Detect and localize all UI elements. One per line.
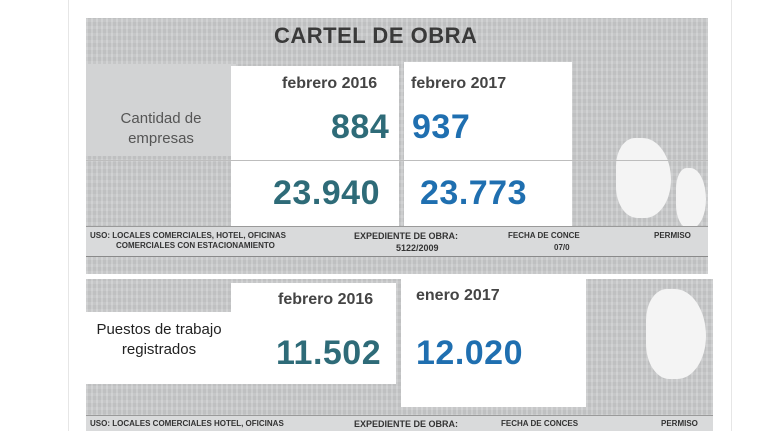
bottom-permit-strip: USO: LOCALES COMERCIALES HOTEL, OFICINAS… — [86, 415, 713, 431]
strip-bottom-rule — [86, 256, 708, 257]
fecha-text: FECHA DE CONCES — [501, 419, 579, 428]
jobs-2017-value: 12.020 — [416, 334, 523, 372]
col2-header-panel — [404, 62, 572, 96]
bottom-col1-date: febrero 2016 — [278, 291, 374, 308]
permiso-text: PERMISO — [661, 419, 698, 428]
top-sign-board: CARTEL DE OBRA Cantidad de empresas febr… — [86, 18, 708, 274]
top-col2-date: febrero 2017 — [411, 75, 507, 92]
expediente-number: 5122/2009 — [396, 243, 439, 253]
paint-blot — [676, 168, 706, 228]
expediente-text: EXPEDIENTE DE OBRA: — [354, 419, 459, 429]
jobs-2016-value: 11.502 — [276, 334, 382, 372]
label-panel — [86, 312, 233, 384]
expediente-text: EXPEDIENTE DE OBRA: — [354, 231, 459, 241]
top-permit-strip: USO: LOCALES COMERCIALES, HOTEL, OFICINA… — [86, 226, 708, 256]
bottom-sign-board: Puestos de trabajo registrados febrero 2… — [86, 279, 713, 431]
paint-blot — [646, 289, 706, 379]
use-text: USO: LOCALES COMERCIALES HOTEL, OFICINAS — [90, 419, 284, 428]
row-divider — [86, 160, 708, 161]
col1-panel — [231, 66, 399, 226]
permiso-text: PERMISO — [654, 231, 691, 240]
companies-2017-value: 937 — [412, 108, 471, 146]
left-frame-line — [68, 0, 69, 431]
col1-panel — [231, 283, 396, 384]
fecha-number: 07/0 — [554, 243, 570, 252]
jobs-label: Puestos de trabajo registrados — [96, 321, 222, 358]
count-2016-value: 23.940 — [273, 174, 380, 212]
col2-panel — [401, 279, 586, 407]
companies-label: Cantidad de empresas — [120, 110, 202, 147]
companies-2016-value: 884 — [331, 108, 390, 146]
use-text-2: COMERCIALES CON ESTACIONAMIENTO — [116, 241, 275, 250]
right-frame-line — [731, 0, 732, 431]
label-cell — [86, 64, 236, 156]
use-text: USO: LOCALES COMERCIALES, HOTEL, OFICINA… — [90, 231, 287, 240]
fecha-text: FECHA DE CONCE — [508, 231, 580, 240]
paint-blot — [616, 138, 671, 218]
top-col1-date: febrero 2016 — [282, 75, 378, 92]
sign-title: CARTEL DE OBRA — [274, 23, 478, 48]
bottom-col2-date: enero 2017 — [416, 287, 500, 304]
count-2017-value: 23.773 — [420, 174, 527, 212]
